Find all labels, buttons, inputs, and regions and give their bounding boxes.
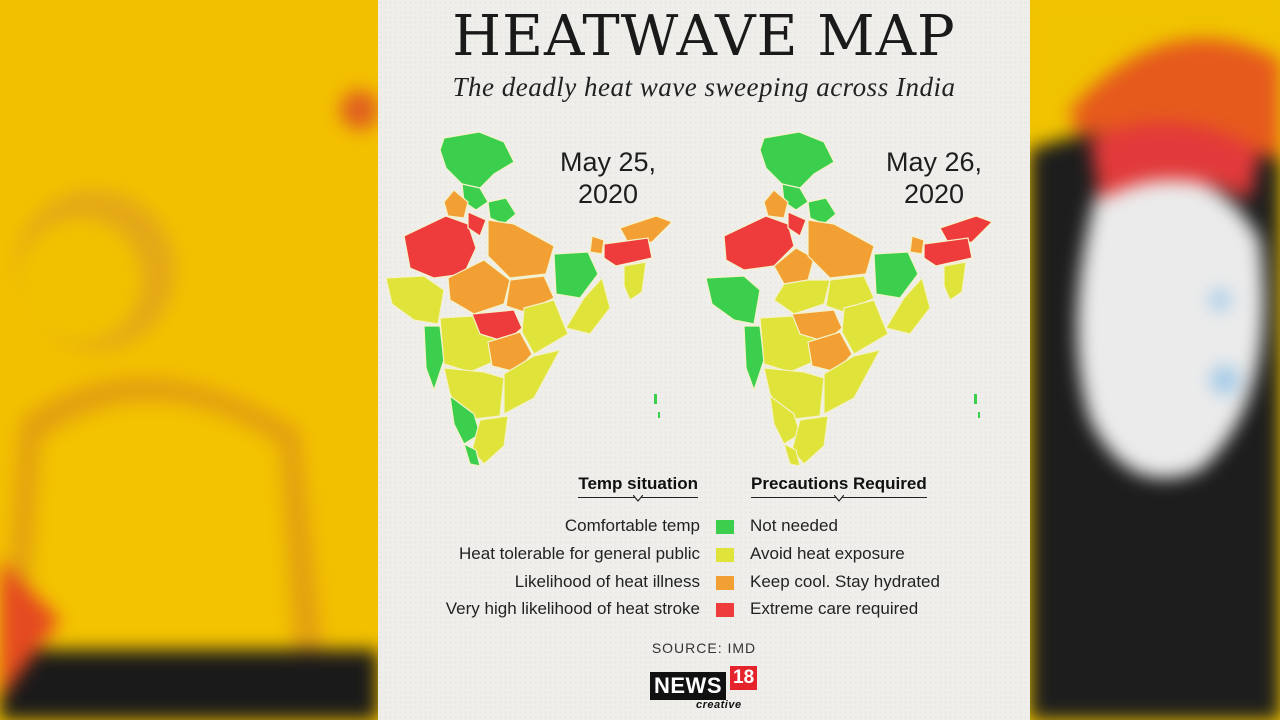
poster-title: HEATWAVE MAP (452, 4, 956, 69)
india-map-may-25 (385, 131, 674, 467)
legend-precaution-label: Keep cool. Stay hydrated (750, 572, 940, 591)
legend-color-swatch (716, 576, 734, 590)
legend-situation-label: Very high likelihood of heat stroke (445, 599, 700, 618)
legend-situation-label: Comfortable temp (564, 516, 700, 535)
legend-temp-header: Temp situation (578, 474, 698, 502)
legend-precaution-header: Precautions Required (751, 474, 927, 502)
map1-date-line2: 2020 (577, 179, 639, 209)
logo-news-text: NEWS (650, 672, 726, 700)
legend-color-swatch (716, 520, 734, 534)
map1-date-line1: May 25, (559, 147, 657, 177)
legend-color-swatch (716, 603, 734, 617)
right-background-illustration (1030, 0, 1280, 720)
legend-temp-header-text: Temp situation (578, 474, 698, 493)
legend-situation-label: Likelihood of heat illness (514, 572, 700, 591)
left-background-illustration (0, 0, 378, 720)
caret-down-icon (833, 495, 844, 502)
legend-precaution-label: Avoid heat exposure (750, 544, 905, 563)
logo-sub-text: creative (696, 699, 742, 711)
map1-date: May 25, 2020 (538, 146, 678, 210)
legend-precaution-label: Extreme care required (750, 599, 919, 618)
map2-date-line1: May 26, (885, 147, 983, 177)
poster-subtitle: The deadly heat wave sweeping across Ind… (452, 72, 956, 102)
legend-precaution-header-text: Precautions Required (751, 474, 927, 493)
source-credit: SOURCE: IMD (651, 640, 757, 656)
logo-number: 18 (730, 666, 758, 690)
map2-date: May 26, 2020 (864, 146, 1004, 210)
legend-precaution-label: Not needed (750, 516, 838, 535)
legend-situation-label: Heat tolerable for general public (459, 544, 700, 563)
caret-down-icon (633, 495, 644, 502)
legend-color-swatch (716, 548, 734, 562)
map2-date-line2: 2020 (903, 179, 965, 209)
india-map-may-26 (705, 131, 994, 467)
heatwave-poster: HEATWAVE MAP The deadly heat wave sweepi… (378, 0, 1030, 720)
news18-creative-logo: NEWS 18 creative (650, 666, 762, 714)
